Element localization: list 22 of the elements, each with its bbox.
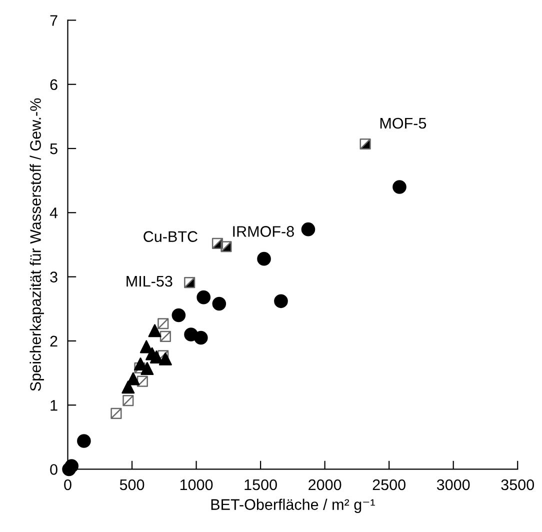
- annotation: Cu-BTC: [144, 231, 198, 242]
- x-tick-label: 3500: [501, 479, 534, 490]
- x-tick-label: 1500: [244, 479, 277, 490]
- y-tick-label: 3: [50, 272, 58, 282]
- y-tick-label: 0: [50, 464, 58, 475]
- x-tick-label: 2500: [372, 479, 406, 490]
- y-tick-label: 5: [50, 144, 58, 154]
- x-tick-label: 3000: [436, 479, 470, 490]
- x-tick-label: 1000: [180, 479, 213, 490]
- x-tick-label: 2000: [308, 479, 342, 490]
- annotation: IRMOF-8: [233, 226, 294, 237]
- y-tick-label: 1: [50, 400, 58, 411]
- y-axis-title: Speicherkapazität für Wasserstoff / Gew.-%: [30, 98, 44, 391]
- annotation: MIL-53: [126, 276, 172, 287]
- annotation: MOF-5: [380, 118, 426, 129]
- y-tick-label: 6: [50, 79, 58, 90]
- x-tick-label: 500: [120, 479, 144, 490]
- x-axis-title: BET-Oberfläche / m² g⁻¹: [211, 498, 375, 513]
- y-tick-label: 4: [50, 208, 58, 218]
- y-tick-label: 7: [50, 15, 58, 26]
- x-tick-label: 0: [64, 479, 72, 490]
- y-tick-label: 2: [50, 336, 58, 346]
